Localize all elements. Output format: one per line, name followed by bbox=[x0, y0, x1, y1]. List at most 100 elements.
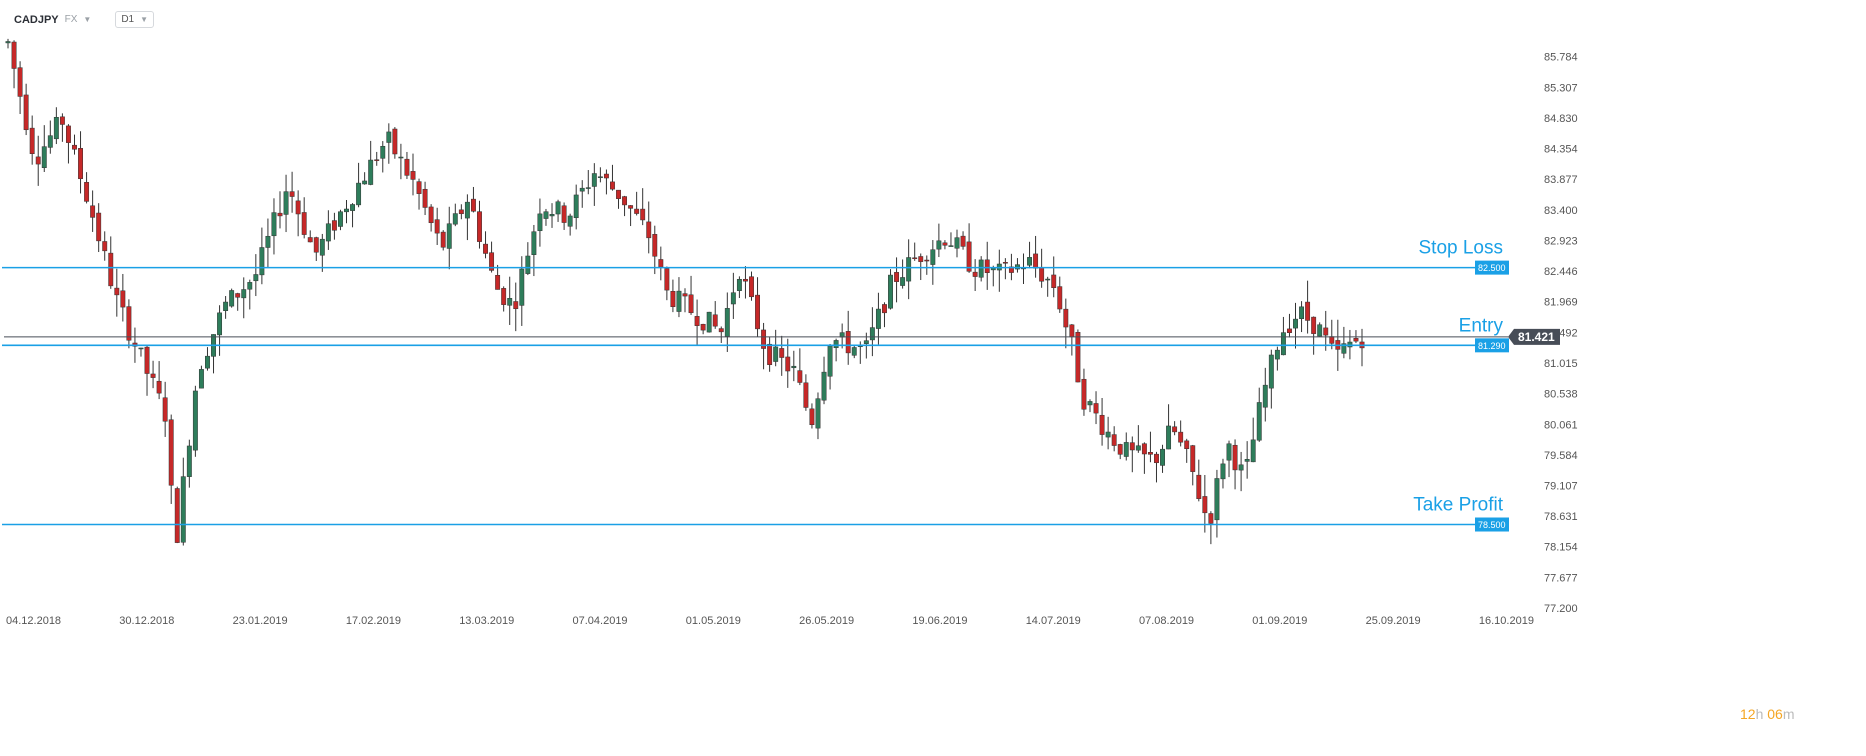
bullish-candle bbox=[730, 292, 736, 305]
candle-countdown: 12h 06m bbox=[1740, 706, 1795, 722]
bearish-candle bbox=[1147, 452, 1153, 455]
y-tick-label: 81.969 bbox=[1544, 297, 1578, 309]
bearish-candle bbox=[313, 237, 319, 253]
bearish-candle bbox=[1057, 286, 1063, 310]
bullish-candle bbox=[253, 274, 259, 282]
bearish-candle bbox=[1111, 434, 1117, 446]
bullish-candle bbox=[1347, 341, 1353, 348]
bullish-candle bbox=[186, 445, 192, 477]
bullish-candle bbox=[356, 182, 362, 206]
bullish-candle bbox=[954, 237, 960, 249]
x-tick-label: 30.12.2018 bbox=[119, 615, 174, 627]
bearish-candle bbox=[628, 205, 634, 209]
bullish-candle bbox=[259, 247, 265, 276]
bearish-candle bbox=[664, 268, 670, 291]
bearish-candle bbox=[603, 173, 609, 179]
chevron-down-icon[interactable]: ▼ bbox=[83, 15, 92, 24]
bearish-candle bbox=[1196, 474, 1202, 499]
bearish-candle bbox=[652, 234, 658, 257]
bullish-candle bbox=[676, 290, 682, 312]
countdown-minutes-unit: m bbox=[1782, 706, 1795, 722]
symbol-label[interactable]: CADJPY bbox=[14, 13, 59, 26]
bearish-candle bbox=[761, 329, 767, 349]
bullish-candle bbox=[192, 390, 198, 451]
bullish-candle bbox=[591, 173, 597, 187]
bearish-candle bbox=[882, 304, 887, 314]
level-tag-value: 82.500 bbox=[1478, 263, 1506, 273]
bullish-candle bbox=[936, 240, 942, 250]
bullish-candle bbox=[1299, 306, 1305, 319]
countdown-minutes: 06 bbox=[1767, 706, 1783, 722]
chevron-down-icon: ▼ bbox=[140, 15, 149, 24]
level-tag bbox=[1475, 260, 1509, 275]
bearish-candle bbox=[1172, 426, 1178, 433]
bearish-candle bbox=[1033, 253, 1039, 269]
y-tick-label: 85.784 bbox=[1544, 52, 1578, 64]
timeframe-select[interactable]: D1 ▼ bbox=[115, 11, 155, 28]
bearish-candle bbox=[670, 291, 676, 308]
bullish-candle bbox=[1317, 324, 1323, 337]
bearish-candle bbox=[1305, 301, 1311, 321]
bullish-candle bbox=[567, 215, 573, 227]
bullish-candle bbox=[464, 201, 470, 219]
bearish-candle bbox=[634, 208, 640, 214]
bearish-candle bbox=[1154, 453, 1159, 464]
bearish-candle bbox=[845, 331, 851, 354]
bearish-candle bbox=[1063, 308, 1069, 328]
bullish-candle bbox=[549, 214, 555, 217]
bullish-candle bbox=[1280, 332, 1286, 356]
bullish-candle bbox=[1244, 459, 1250, 462]
bearish-candle bbox=[1069, 324, 1075, 338]
level-tag-value: 81.290 bbox=[1478, 341, 1506, 351]
timeframe-value: D1 bbox=[121, 14, 135, 25]
bearish-candle bbox=[513, 301, 519, 310]
bullish-candle bbox=[579, 187, 585, 192]
bearish-candle bbox=[17, 67, 23, 97]
x-tick-label: 17.02.2019 bbox=[346, 615, 401, 627]
bearish-candle bbox=[718, 328, 724, 333]
bearish-candle bbox=[894, 272, 900, 282]
bearish-candle bbox=[477, 211, 482, 242]
level-tag-value: 78.500 bbox=[1478, 520, 1506, 530]
bullish-candle bbox=[706, 311, 712, 333]
bearish-candle bbox=[392, 128, 398, 155]
bullish-candle bbox=[900, 277, 906, 286]
bearish-candle bbox=[700, 323, 706, 331]
x-tick-label: 04.12.2018 bbox=[6, 615, 61, 627]
bullish-candle bbox=[47, 135, 53, 148]
bearish-candle bbox=[65, 125, 71, 143]
bullish-candle bbox=[1262, 384, 1268, 408]
bullish-candle bbox=[344, 208, 349, 213]
level-label: Entry bbox=[1459, 315, 1504, 336]
current-price-value: 81.421 bbox=[1518, 330, 1555, 344]
bearish-candle bbox=[742, 278, 748, 282]
bullish-candle bbox=[138, 347, 144, 350]
bearish-candle bbox=[78, 148, 83, 180]
bearish-candle bbox=[785, 356, 791, 372]
y-tick-label: 82.446 bbox=[1544, 266, 1578, 278]
y-tick-label: 78.154 bbox=[1544, 542, 1578, 554]
bearish-candle bbox=[168, 419, 174, 486]
bearish-candle bbox=[779, 348, 785, 358]
bullish-candle bbox=[1250, 439, 1256, 463]
bullish-candle bbox=[350, 204, 355, 211]
bullish-candle bbox=[1166, 425, 1172, 450]
bullish-candle bbox=[247, 282, 253, 290]
bearish-candle bbox=[23, 94, 29, 131]
bearish-candle bbox=[90, 205, 96, 218]
bullish-candle bbox=[1087, 401, 1093, 406]
y-tick-label: 83.400 bbox=[1544, 205, 1578, 217]
bearish-candle bbox=[404, 158, 410, 176]
bearish-candle bbox=[694, 316, 700, 326]
bearish-candle bbox=[59, 116, 65, 125]
bearish-candle bbox=[966, 241, 972, 272]
bullish-candle bbox=[888, 274, 893, 309]
x-tick-label: 07.08.2019 bbox=[1139, 615, 1194, 627]
bullish-candle bbox=[283, 191, 289, 215]
bearish-candle bbox=[331, 220, 337, 231]
bearish-candle bbox=[235, 293, 241, 298]
y-tick-label: 79.107 bbox=[1544, 481, 1578, 493]
bullish-candle bbox=[229, 290, 235, 307]
bearish-candle bbox=[1051, 274, 1057, 289]
bearish-candle bbox=[458, 209, 464, 215]
